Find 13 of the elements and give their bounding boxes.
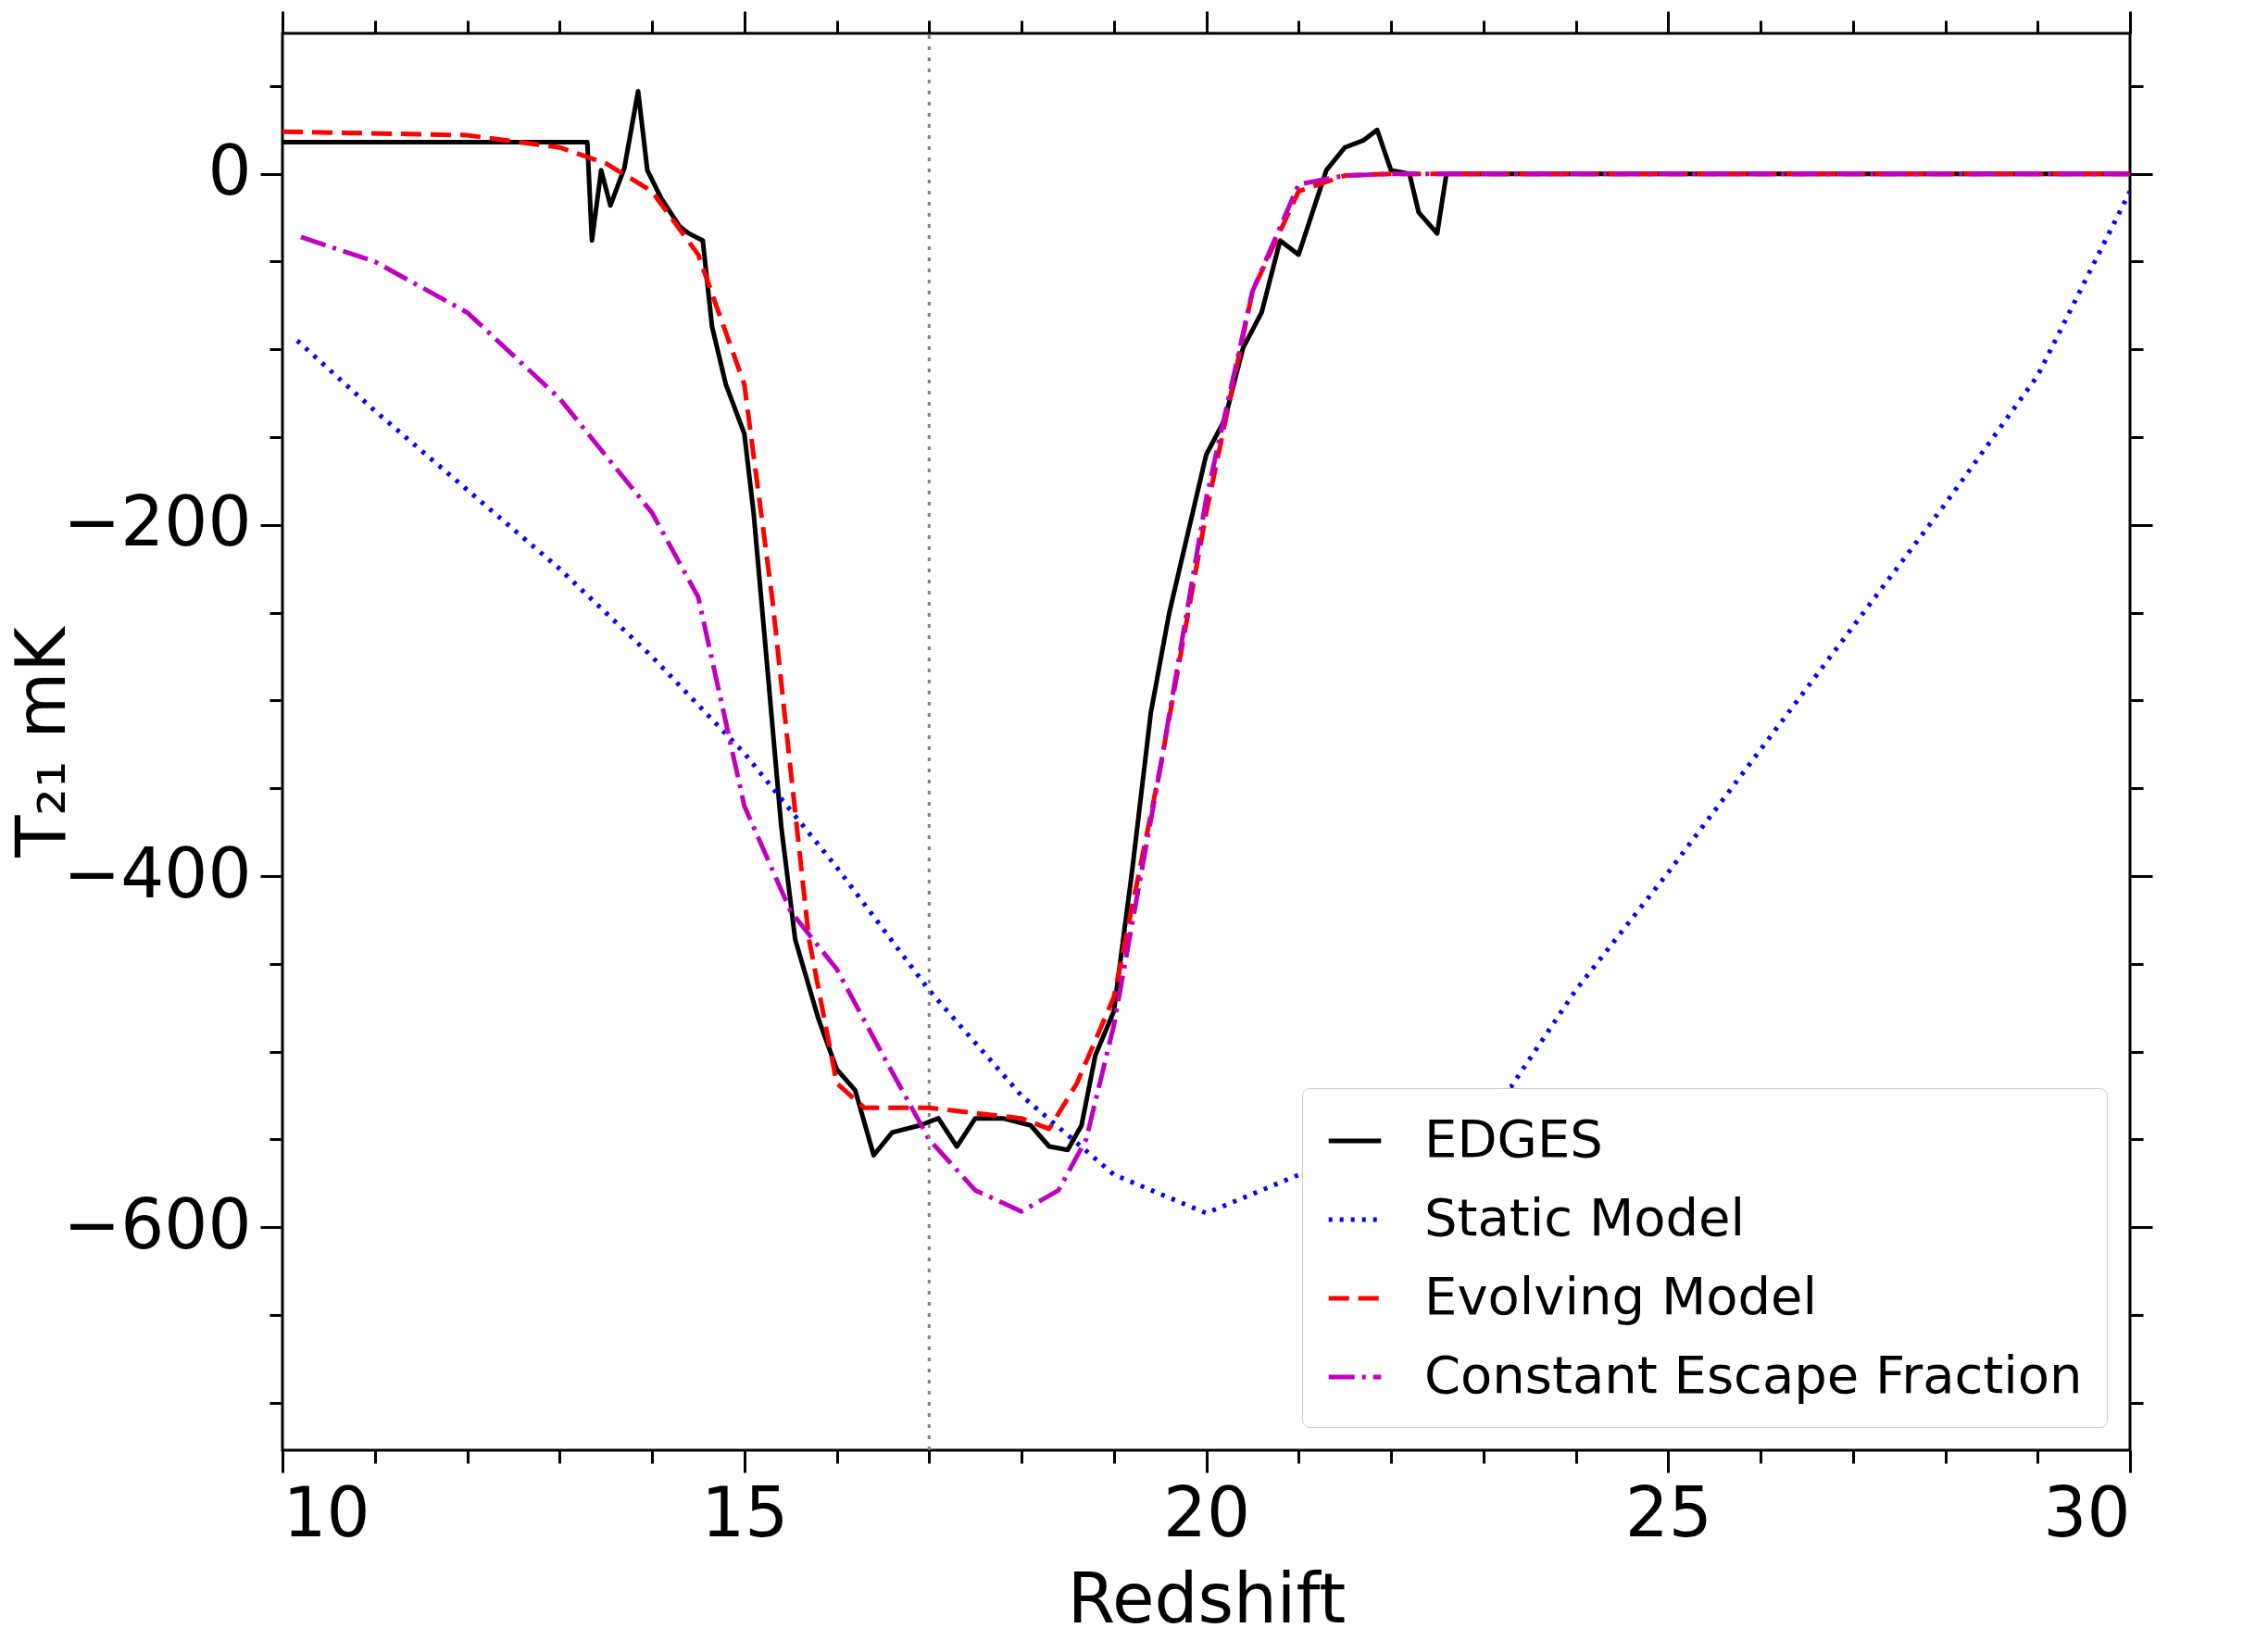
legend-label: Static Model [1424,1187,1746,1247]
x-tick-label: 20 [1162,1471,1251,1552]
y-tick-label: 0 [207,131,252,211]
x-tick-label: 25 [1624,1471,1712,1552]
legend-label: EDGES [1424,1108,1603,1169]
x-tick-label: 10 [282,1471,370,1552]
x-axis-title: Redshift [1067,1558,1347,1628]
legend-label: Evolving Model [1424,1266,1818,1326]
x-tick-label: 15 [701,1471,789,1552]
y-tick-label: −600 [63,1183,252,1264]
x-tick-label: 30 [2043,1471,2131,1552]
legend-label: Constant Escape Fraction [1424,1345,2083,1405]
y-tick-label: −200 [63,482,252,562]
